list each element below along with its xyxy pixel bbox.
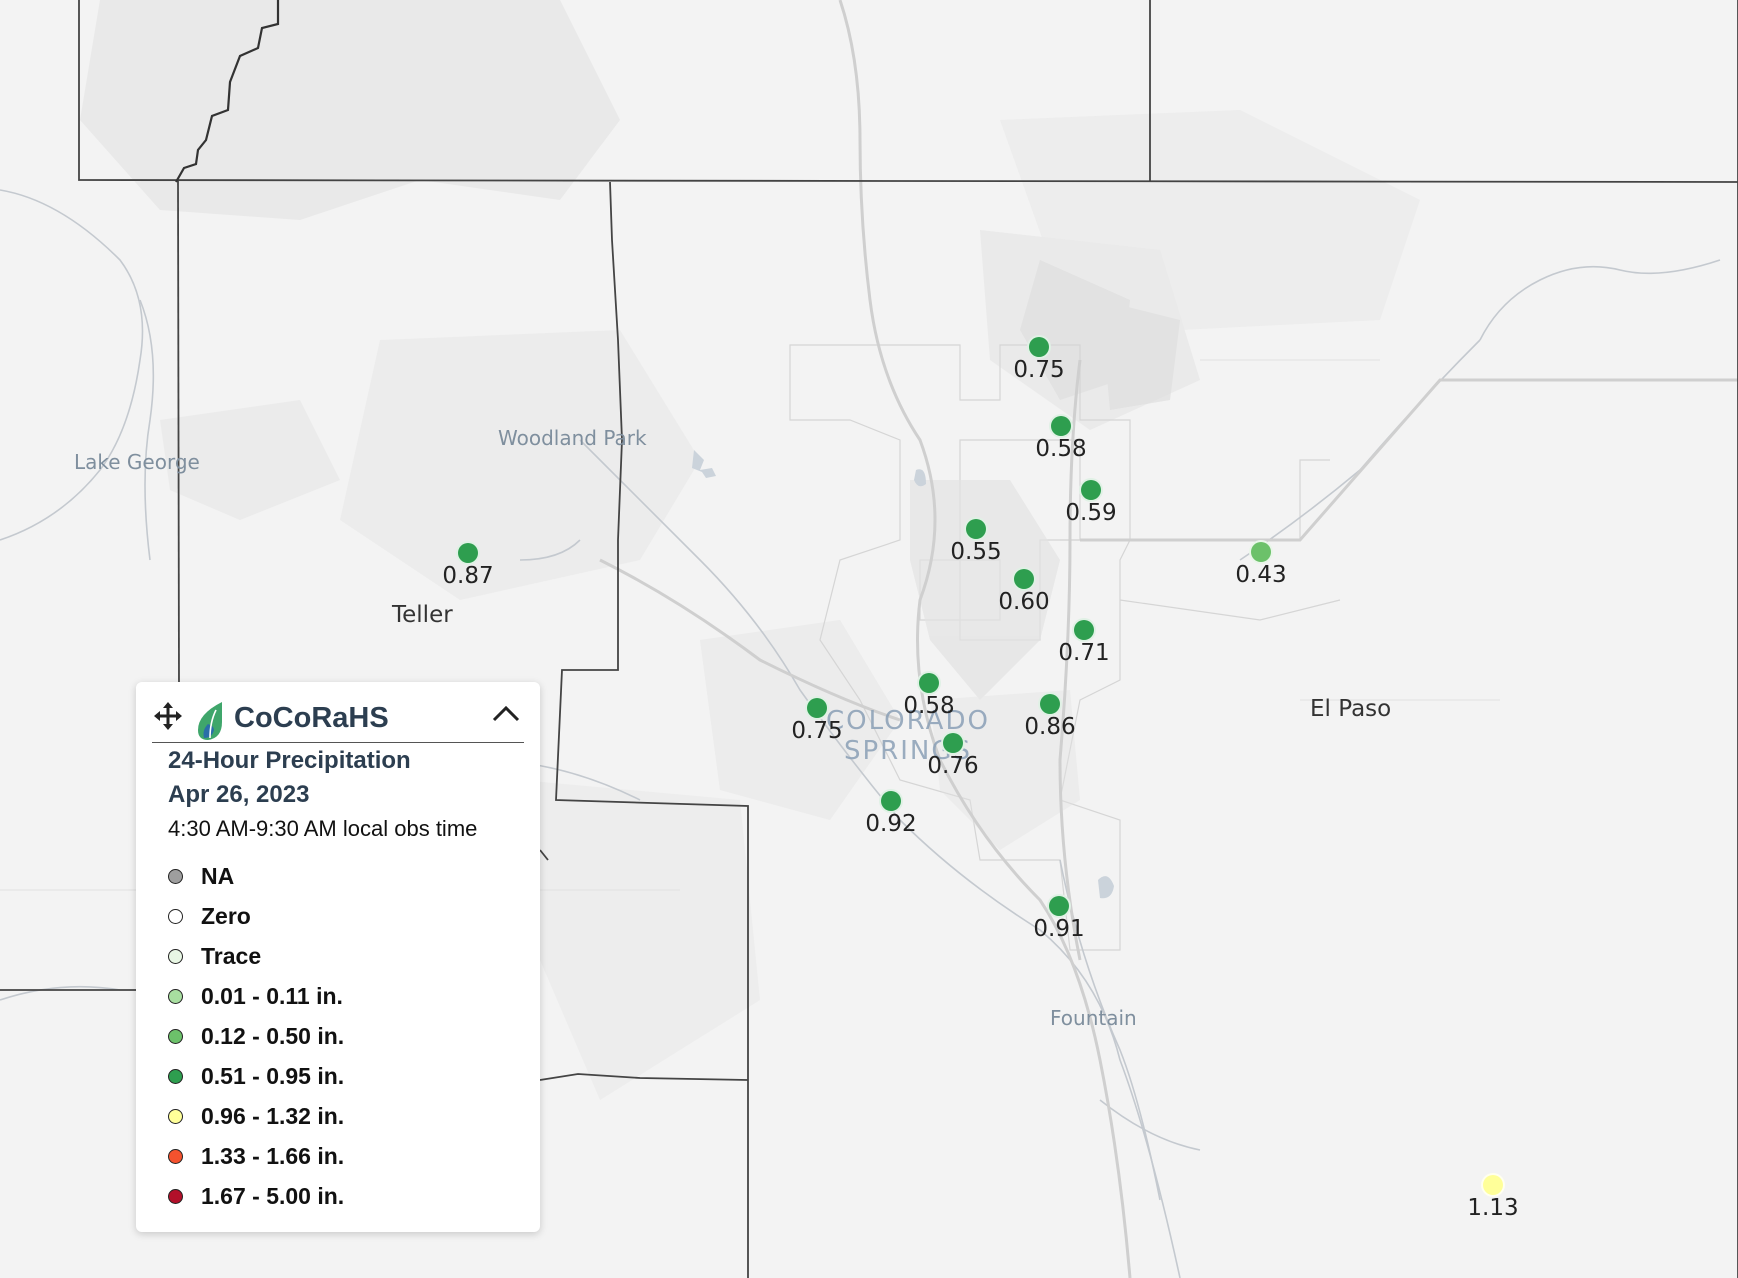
station-value-label: 0.86 (1024, 714, 1076, 740)
station-value-label: 0.71 (1058, 640, 1110, 666)
legend-list: NA Zero Trace 0.01 - 0.11 in. 0.12 - 0.50 in… (168, 856, 344, 1216)
legend-item: 0.51 - 0.95 in. (168, 1056, 344, 1096)
county-label-el-paso: El Paso (1310, 696, 1392, 722)
station-dot[interactable] (1038, 692, 1062, 716)
legend-date: Apr 26, 2023 (168, 781, 310, 808)
legend-swatch (168, 1028, 183, 1044)
station-dot[interactable] (1481, 1173, 1505, 1197)
station-value-label: 1.13 (1467, 1195, 1519, 1221)
station-value-label: 0.43 (1235, 562, 1287, 588)
county-label-teller: Teller (392, 602, 453, 628)
station-dot[interactable] (1072, 618, 1096, 642)
station-dot[interactable] (1249, 540, 1273, 564)
chevron-up-icon[interactable] (488, 698, 524, 728)
station-dot[interactable] (1047, 894, 1071, 918)
station-value-label: 0.87 (442, 563, 494, 589)
place-label-lake-george: Lake George (74, 450, 200, 474)
station-dot[interactable] (1012, 567, 1036, 591)
station-value-label: 0.92 (865, 811, 917, 837)
station-dot[interactable] (1049, 414, 1073, 438)
station-dot[interactable] (879, 789, 903, 813)
station-value-label: 0.59 (1065, 500, 1117, 526)
legend-item-label: 1.67 - 5.00 in. (201, 1182, 345, 1209)
legend-swatch (168, 948, 183, 964)
cocorahs-logo-icon (198, 702, 222, 740)
station-value-label: 0.91 (1033, 916, 1085, 942)
move-arrows-icon[interactable] (152, 700, 184, 732)
legend-item-label: 0.12 - 0.50 in. (201, 1022, 345, 1049)
legend-title-line1: 24-Hour Precipitation (168, 747, 411, 774)
station-dot[interactable] (941, 731, 965, 755)
legend-item-label: Trace (201, 942, 262, 969)
station-dot[interactable] (1079, 478, 1103, 502)
station-value-label: 0.58 (1035, 436, 1087, 462)
legend-item-label: NA (201, 862, 235, 889)
legend-swatch (168, 1148, 183, 1164)
legend-item-label: 0.51 - 0.95 in. (201, 1062, 345, 1089)
station-value-label: 0.60 (998, 589, 1050, 615)
legend-swatch (168, 988, 183, 1004)
place-label-fountain: Fountain (1050, 1006, 1137, 1030)
legend-item: 0.01 - 0.11 in. (168, 976, 344, 1016)
station-value-label: 0.58 (903, 693, 955, 719)
station-dot[interactable] (1027, 335, 1051, 359)
station-value-label: 0.76 (927, 753, 979, 779)
station-value-label: 0.75 (791, 718, 843, 744)
legend-brand: CoCoRaHS (234, 702, 389, 734)
station-dot[interactable] (456, 541, 480, 565)
legend-item: NA (168, 856, 344, 896)
station-dot[interactable] (964, 517, 988, 541)
legend-item: Trace (168, 936, 344, 976)
legend-item: 0.12 - 0.50 in. (168, 1016, 344, 1056)
legend-swatch (168, 1108, 183, 1124)
legend-item-label: 0.96 - 1.32 in. (201, 1102, 345, 1129)
legend-swatch (168, 908, 183, 924)
legend-item: 1.67 - 5.00 in. (168, 1176, 344, 1216)
legend-header: CoCoRaHS (152, 692, 524, 743)
legend-title: 24-Hour Precipitation Apr 26, 2023 (168, 744, 411, 812)
place-label-woodland-park: Woodland Park (498, 426, 647, 450)
station-dot[interactable] (917, 671, 941, 695)
station-value-label: 0.55 (950, 539, 1002, 565)
legend-item: Zero (168, 896, 344, 936)
station-dot[interactable] (805, 696, 829, 720)
legend-item: 0.96 - 1.32 in. (168, 1096, 344, 1136)
legend-item-label: 0.01 - 0.11 in. (201, 982, 343, 1009)
legend-swatch (168, 1188, 183, 1204)
legend-swatch (168, 868, 183, 884)
city-label-colorado-springs: COLORADO SPRINGS (826, 706, 990, 766)
legend-swatch (168, 1068, 183, 1084)
legend-item: 1.33 - 1.66 in. (168, 1136, 344, 1176)
station-value-label: 0.75 (1013, 357, 1065, 383)
legend-item-label: Zero (201, 902, 251, 929)
legend-obs-time: 4:30 AM-9:30 AM local obs time (168, 816, 478, 841)
legend-panel: CoCoRaHS 24-Hour Precipitation Apr 26, 2… (136, 682, 540, 1232)
legend-item-label: 1.33 - 1.66 in. (201, 1142, 345, 1169)
